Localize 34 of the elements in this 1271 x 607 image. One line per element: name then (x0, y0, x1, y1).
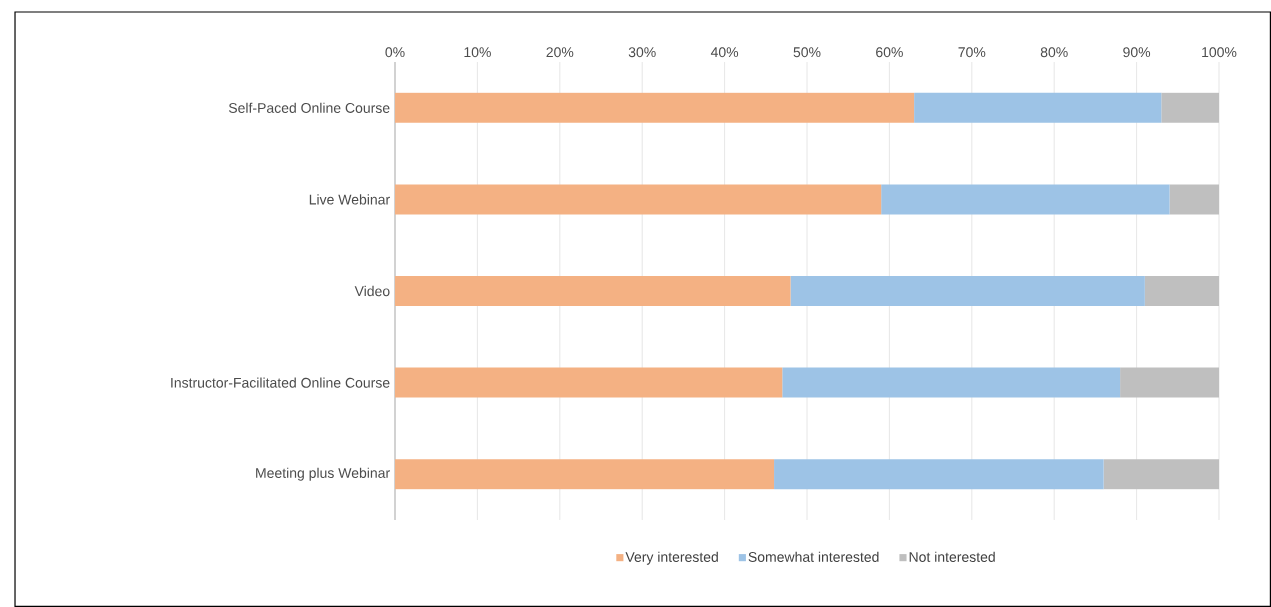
bar (782, 367, 1121, 398)
y-tick-label: Self-Paced Online Course (228, 102, 390, 113)
bar (1161, 92, 1219, 123)
x-tick-label: 50% (793, 47, 821, 58)
bar (395, 276, 791, 306)
x-tick-label: 20% (546, 47, 574, 58)
bar (790, 276, 1145, 306)
bar (395, 92, 915, 123)
bar (1169, 184, 1219, 215)
legend-label: Somewhat interested (748, 551, 879, 562)
bar (1103, 459, 1219, 490)
x-tick-label: 90% (1123, 47, 1151, 58)
bar (914, 92, 1162, 123)
x-tick-label: 70% (958, 47, 986, 58)
x-tick-label: 40% (710, 47, 739, 58)
legend-label: Not interested (909, 551, 995, 562)
x-tick-label: 100% (1202, 47, 1237, 58)
x-tick-label: 30% (628, 47, 656, 58)
y-tick-label: Meeting plus Webinar (256, 467, 390, 481)
bar (881, 184, 1170, 215)
x-tick-label: 10% (464, 47, 491, 58)
x-tick-label: 60% (876, 47, 903, 58)
bar (1120, 367, 1219, 398)
legend-label: Very interested (625, 551, 718, 565)
x-tick-label: 0% (385, 47, 405, 58)
y-tick-label: Video (354, 285, 390, 297)
bar (395, 367, 783, 398)
x-tick-label: 80% (1040, 47, 1068, 58)
bar (774, 459, 1104, 490)
y-tick-label: Instructor-Facilitated Online Course (171, 377, 390, 388)
bar (395, 184, 882, 215)
bar (1144, 276, 1219, 306)
y-tick-label: Live Webinar (309, 194, 390, 205)
bar (395, 459, 775, 490)
